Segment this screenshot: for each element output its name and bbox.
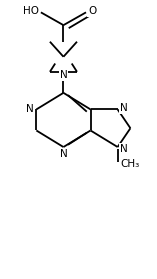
Text: N: N (60, 70, 67, 80)
Text: HO: HO (23, 6, 39, 16)
Text: N: N (120, 103, 128, 113)
Text: O: O (88, 6, 97, 16)
Text: N: N (120, 143, 128, 153)
Text: N: N (60, 149, 67, 159)
Text: N: N (26, 104, 34, 114)
Text: CH₃: CH₃ (120, 159, 139, 169)
